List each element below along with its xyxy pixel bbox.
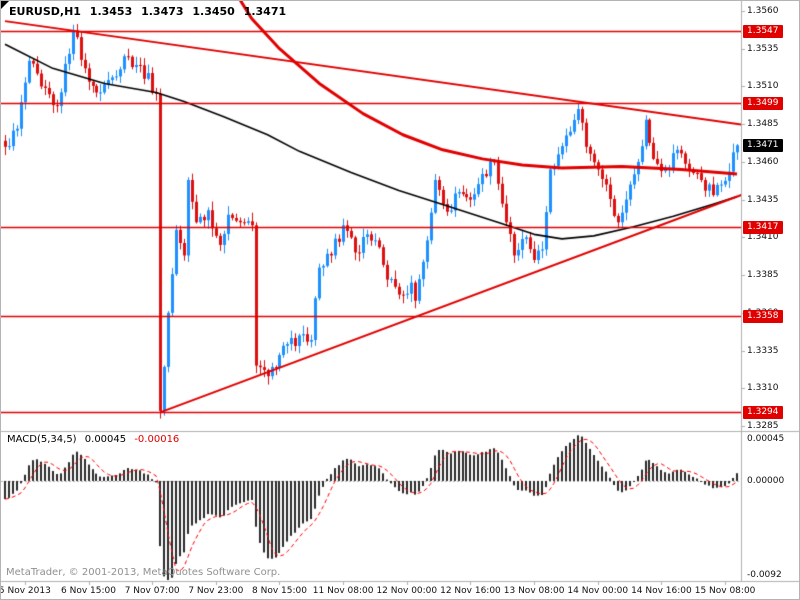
sr-price-tag: 1.3358: [743, 309, 783, 323]
price-axis-label: 1.3560: [747, 6, 779, 16]
price-axis-label: 1.3485: [747, 119, 779, 130]
time-axis-label: 11 Nov 08:00: [312, 586, 374, 596]
macd-axis-label: 0.00000: [747, 475, 785, 486]
ohlc-high-value: 1.3473: [141, 5, 184, 18]
price-axis-label: 1.3510: [747, 81, 779, 92]
time-axis-label: 7 Nov 07:00: [124, 586, 180, 596]
time-axis-label: 13 Nov 08:00: [503, 586, 565, 596]
time-axis-label: 5 Nov 2013: [0, 586, 51, 596]
current-price-tag: 1.3471: [743, 139, 783, 153]
ohlc-open-value: 1.3453: [89, 5, 133, 18]
macd-axis-label: 0.00045: [747, 434, 785, 444]
macd-name-label: MACD(5,34,5): [7, 434, 77, 445]
copyright-watermark: MetaTrader, © 2001-2013, MetaQuotes Soft…: [6, 567, 281, 578]
macd-main-value: 0.00045: [84, 434, 127, 445]
price-axis-label: 1.3460: [747, 156, 779, 167]
time-axis-label: 6 Nov 15:00: [61, 586, 116, 596]
price-axis-label: 1.3285: [747, 421, 779, 431]
time-axis-label: 14 Nov 00:00: [567, 586, 629, 596]
sr-price-tag: 1.3294: [743, 406, 783, 420]
time-axis-label: 14 Nov 16:00: [631, 586, 692, 596]
macd-indicator-label: MACD(5,34,5) 0.00045 -0.00016: [7, 434, 184, 445]
time-axis-label: 12 Nov 00:00: [376, 586, 438, 596]
macd-signal-value: -0.00016: [134, 434, 180, 445]
time-axis-label: 7 Nov 23:00: [188, 586, 244, 596]
chart-corner-marker-icon: [1, 1, 9, 9]
price-axis-label: 1.3435: [747, 194, 779, 205]
price-axis-label: 1.3535: [747, 43, 779, 54]
time-axis-label: 15 Nov 08:00: [694, 586, 756, 596]
time-axis-label: 8 Nov 15:00: [252, 586, 307, 596]
macd-axis-label: -0.0092: [747, 570, 782, 580]
price-axis-label: 1.3410: [747, 232, 779, 243]
price-axis-label: 1.3335: [747, 345, 779, 356]
sr-price-tag: 1.3417: [743, 220, 783, 234]
chart-header: EURUSD,H1 1.3453 1.3473 1.3450 1.3471: [9, 5, 291, 18]
price-axis-label: 1.3310: [747, 383, 779, 394]
symbol-timeframe-label: EURUSD,H1: [9, 5, 81, 18]
time-axis-label: 12 Nov 16:00: [440, 586, 501, 596]
sr-price-tag: 1.3499: [743, 97, 783, 111]
ohlc-close-value: 1.3471: [243, 5, 287, 18]
sr-price-tag: 1.3547: [743, 24, 783, 38]
price-axis-label: 1.3385: [747, 270, 779, 281]
ohlc-low-value: 1.3450: [192, 5, 235, 18]
